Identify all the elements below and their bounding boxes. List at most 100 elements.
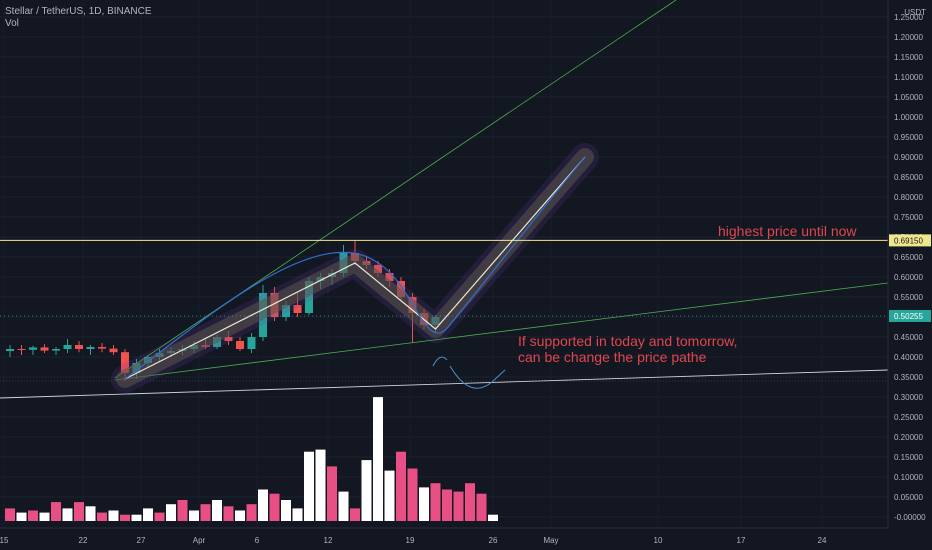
time-tick-label: Apr: [193, 536, 206, 545]
candle-body: [17, 349, 26, 350]
volume-bar: [361, 460, 372, 521]
volume-bar: [97, 512, 107, 521]
volume-bar: [246, 504, 257, 521]
price-tick-label: 1.10000: [894, 73, 923, 82]
time-tick-label: 19: [406, 536, 415, 545]
volume-label[interactable]: Vol: [5, 18, 19, 29]
price-tick-label: 0.90000: [894, 153, 923, 162]
volume-bar: [476, 493, 487, 521]
volume-bar: [108, 510, 119, 521]
volume-bar: [465, 483, 475, 521]
candle-body: [397, 281, 405, 297]
price-tick-label: 0.45000: [894, 333, 923, 342]
volume-bar: [338, 491, 349, 521]
volume-bar: [39, 512, 50, 521]
price-tick-label: 0.60000: [894, 273, 923, 282]
projection-drawing: [111, 143, 599, 393]
price-axis-panel[interactable]: [888, 0, 932, 550]
candle-body: [224, 337, 233, 341]
volume-bar: [212, 500, 222, 521]
price-tick-label: 0.25000: [894, 413, 923, 422]
time-tick-label: May: [543, 536, 558, 545]
volume-bars: [5, 397, 498, 521]
volume-bar: [281, 500, 291, 521]
horizontal-price-lines: [0, 239, 888, 317]
price-tick-label: 0.10000: [894, 473, 923, 482]
hand-drawn-curve: [449, 365, 506, 389]
volume-bar: [384, 470, 395, 521]
volume-bar: [488, 514, 498, 521]
price-tick-label: 0.75000: [894, 213, 923, 222]
candle-body: [374, 265, 382, 273]
time-tick-label: 24: [818, 536, 827, 545]
volume-bar: [62, 508, 73, 521]
volume-bar: [396, 451, 406, 521]
candle-body: [121, 352, 129, 373]
volume-bar: [28, 510, 38, 521]
price-tags: 0.69150 0.50255: [889, 234, 931, 322]
chart-header: Stellar / TetherUS, 1D, BINANCE Vol: [5, 6, 152, 30]
candle-body: [40, 347, 49, 351]
volume-bar: [373, 397, 383, 521]
volume-bar: [51, 502, 61, 521]
annotation-support-line1: If supported in today and tomorrow,: [518, 333, 737, 349]
candle-body: [305, 281, 313, 313]
volume-bar: [258, 489, 268, 521]
price-ticks: 1.25000 1.20000 1.15000 1.10000 1.05000 1.000…: [894, 13, 926, 522]
volume-bar: [5, 508, 15, 521]
volume-bar: [177, 500, 188, 521]
price-tick-label: 1.00000: [894, 113, 923, 122]
candle-body: [98, 347, 106, 349]
time-tick-label: 12: [324, 536, 333, 545]
projection-path[interactable]: [124, 156, 586, 380]
currency-label: USDT: [904, 8, 926, 17]
volume-bar: [143, 508, 153, 521]
candle-body: [75, 345, 83, 349]
grid: [0, 16, 888, 518]
volume-bar: [154, 512, 165, 521]
candle-body: [109, 348, 118, 353]
price-tick-label: 0.55000: [894, 293, 923, 302]
time-tick-label: 6: [255, 536, 260, 545]
candle-body: [63, 345, 72, 349]
base-line: [0, 369, 889, 399]
time-ticks[interactable]: 15 22 27 Apr 6 12 19 26 May 10 17 24: [0, 536, 827, 545]
volume-bar: [442, 489, 452, 521]
price-tick-label: 0.30000: [894, 393, 923, 402]
volume-bar: [200, 504, 211, 521]
trendlines: [0, 0, 889, 399]
candle-body: [247, 337, 256, 349]
volume-bar: [74, 502, 84, 521]
volume-bar: [223, 506, 234, 521]
volume-bar: [430, 483, 441, 521]
volume-bar: [292, 508, 303, 521]
volume-bar: [315, 449, 326, 521]
time-tick-label: 15: [0, 536, 9, 545]
time-tick-label: 10: [654, 536, 663, 545]
symbol-title[interactable]: Stellar / TetherUS, 1D, BINANCE: [5, 6, 152, 17]
price-tick-label: 0.95000: [894, 133, 923, 142]
price-tick-label: 1.05000: [894, 93, 923, 102]
volume-bar: [16, 512, 27, 521]
price-tag-label: 0.69150: [894, 236, 923, 245]
price-tick-label: 0.05000: [894, 493, 923, 502]
candle-body: [52, 349, 60, 351]
volume-bar: [350, 508, 360, 521]
time-tick-label: 26: [489, 536, 498, 545]
price-tag: [889, 234, 931, 247]
annotation-highest-price: highest price until now: [718, 223, 857, 239]
candle-body: [86, 347, 95, 349]
blue-curve: [124, 156, 586, 380]
price-tick-label: 0.15000: [894, 453, 923, 462]
volume-bar: [120, 514, 130, 521]
volume-bar: [131, 514, 142, 521]
price-tick-label: 0.20000: [894, 433, 923, 442]
time-tick-label: 17: [737, 536, 746, 545]
candle-body: [236, 341, 244, 349]
volume-bar: [304, 451, 314, 521]
volume-bar: [327, 466, 337, 521]
candle-body: [6, 349, 14, 351]
price-tick-label: 1.20000: [894, 33, 923, 42]
